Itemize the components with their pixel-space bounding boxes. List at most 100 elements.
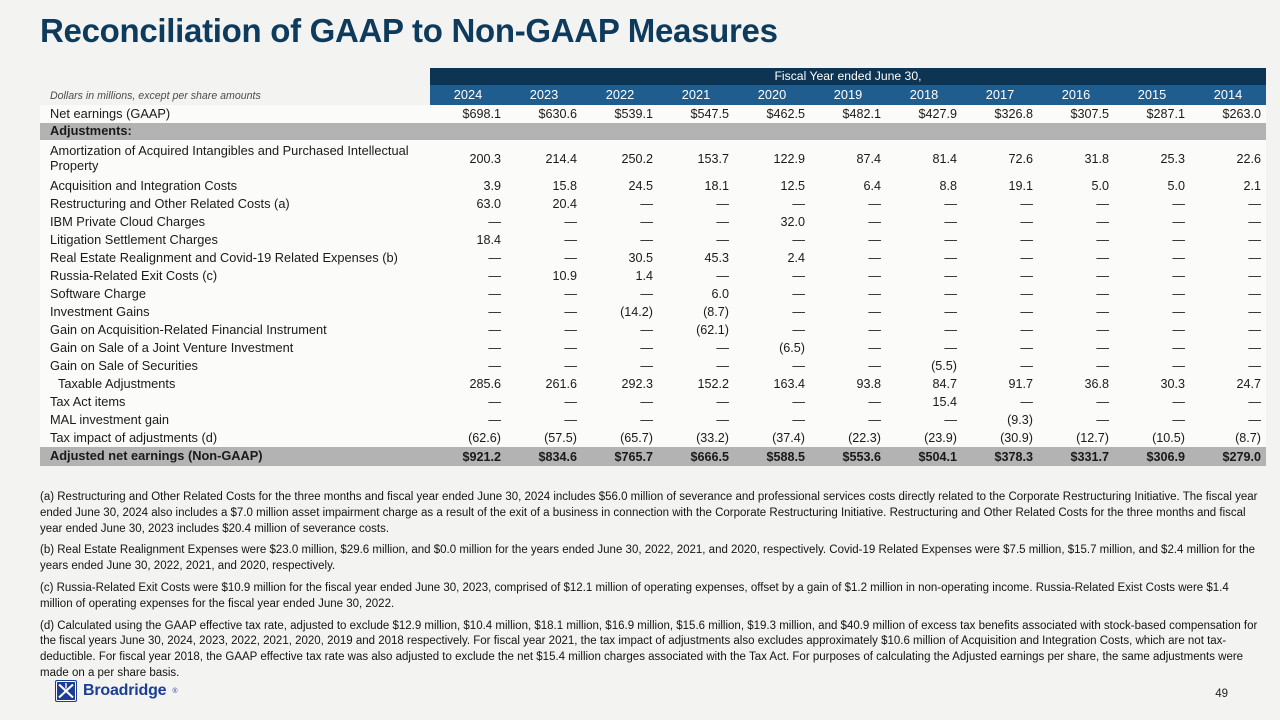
- cell-value: —: [1172, 341, 1185, 355]
- cell-value: —: [868, 287, 881, 301]
- row-label: Acquisition and Integration Costs: [50, 177, 238, 193]
- cell-value: —: [944, 287, 957, 301]
- row-label: Gain on Sale of Securities: [50, 357, 198, 373]
- section-band-row: Adjustments:: [40, 123, 1266, 140]
- cell-value: —: [868, 305, 881, 319]
- page-number: 49: [1215, 688, 1228, 700]
- table-row: Net earnings (GAAP) $698.1 $630.6 $539.1 $54…: [40, 105, 1266, 123]
- year-header-2020: 2020: [734, 85, 810, 105]
- table-row: Taxable Adjustments 285.6 261.6 292.3 152.2 1…: [40, 375, 1266, 393]
- cell-value: $331.7: [1070, 449, 1109, 464]
- cell-value: —: [1020, 287, 1033, 301]
- cell-value: —: [944, 413, 957, 427]
- row-label: Tax impact of adjustments (d): [50, 429, 218, 445]
- cell-value: $378.3: [994, 449, 1033, 464]
- cell-value: —: [1020, 395, 1033, 409]
- cell-value: $834.6: [538, 449, 577, 464]
- row-label: Russia-Related Exit Costs (c): [50, 267, 218, 283]
- cell-value: —: [792, 197, 805, 211]
- table-row: Restructuring and Other Related Costs (a…: [40, 195, 1266, 213]
- cell-value: —: [944, 305, 957, 319]
- cell-value: —: [640, 287, 653, 301]
- footnotes-block: (a) Restructuring and Other Related Cost…: [40, 490, 1264, 688]
- table-row: Tax Act items — — — — — — 15.4 — — — —: [40, 393, 1266, 411]
- cell-value: —: [792, 395, 805, 409]
- cell-value: (23.9): [924, 431, 957, 445]
- cell-value: —: [792, 323, 805, 337]
- cell-value: 6.4: [863, 179, 881, 193]
- cell-value: —: [944, 233, 957, 247]
- cell-value: $427.9: [918, 107, 957, 121]
- cell-value: —: [1096, 395, 1109, 409]
- cell-value: —: [944, 269, 957, 283]
- row-label: Adjusted net earnings (Non-GAAP): [50, 448, 263, 464]
- cell-value: 2.4: [787, 251, 805, 265]
- cell-value: 285.6: [469, 377, 501, 391]
- cell-value: 24.5: [628, 179, 653, 193]
- year-header-2017: 2017: [962, 85, 1038, 105]
- cell-value: —: [944, 251, 957, 265]
- cell-value: —: [1096, 269, 1109, 283]
- cell-value: 91.7: [1008, 377, 1033, 391]
- cell-value: 81.4: [932, 151, 957, 166]
- footnote-a: (a) Restructuring and Other Related Cost…: [40, 491, 1258, 535]
- footnote-b: (b) Real Estate Realignment Expenses wer…: [40, 544, 1256, 573]
- cell-value: —: [1172, 197, 1185, 211]
- cell-value: —: [488, 413, 501, 427]
- cell-value: —: [944, 197, 957, 211]
- cell-value: 31.8: [1084, 151, 1109, 166]
- row-label: Adjustments:: [50, 123, 132, 139]
- table-row: Gain on Acquisition-Related Financial In…: [40, 321, 1266, 339]
- cell-value: —: [1248, 323, 1261, 337]
- cell-value: —: [868, 233, 881, 247]
- cell-value: —: [1248, 395, 1261, 409]
- cell-value: —: [1096, 287, 1109, 301]
- row-label: Gain on Sale of a Joint Venture Investme…: [50, 339, 294, 355]
- cell-value: 18.1: [704, 179, 729, 193]
- cell-value: —: [944, 323, 957, 337]
- cell-value: —: [1172, 215, 1185, 229]
- cell-value: —: [1096, 233, 1109, 247]
- cell-value: —: [640, 215, 653, 229]
- cell-value: —: [564, 215, 577, 229]
- cell-value: —: [716, 197, 729, 211]
- row-label: Gain on Acquisition-Related Financial In…: [50, 321, 327, 337]
- cell-value: —: [1172, 251, 1185, 265]
- cell-value: 45.3: [704, 251, 729, 265]
- cell-value: —: [1020, 359, 1033, 373]
- cell-value: —: [564, 341, 577, 355]
- cell-value: 72.6: [1008, 151, 1033, 166]
- cell-value: —: [1020, 323, 1033, 337]
- cell-value: —: [1248, 413, 1261, 427]
- cell-value: —: [1020, 305, 1033, 319]
- cell-value: (12.7): [1076, 431, 1109, 445]
- cell-value: 122.9: [773, 151, 805, 166]
- cell-value: —: [1172, 269, 1185, 283]
- cell-value: —: [1172, 323, 1185, 337]
- cell-value: 20.4: [552, 197, 577, 211]
- cell-value: —: [1172, 395, 1185, 409]
- cell-value: —: [564, 359, 577, 373]
- cell-value: —: [564, 323, 577, 337]
- cell-value: 15.8: [552, 179, 577, 193]
- cell-value: —: [716, 341, 729, 355]
- cell-value: $553.6: [842, 449, 881, 464]
- cell-value: —: [1020, 197, 1033, 211]
- cell-value: 19.1: [1008, 179, 1033, 193]
- row-label: Amortization of Acquired Intangibles and…: [50, 142, 409, 173]
- cell-value: (5.5): [931, 359, 957, 373]
- cell-value: —: [564, 395, 577, 409]
- cell-value: —: [792, 269, 805, 283]
- cell-value: —: [1096, 359, 1109, 373]
- cell-value: 200.3: [469, 151, 501, 166]
- cell-value: (8.7): [703, 305, 729, 319]
- cell-value: —: [944, 215, 957, 229]
- cell-value: —: [1248, 305, 1261, 319]
- cell-value: —: [1248, 269, 1261, 283]
- cell-value: 8.8: [939, 179, 957, 193]
- table-row: Litigation Settlement Charges 18.4 — — — — — — —…: [40, 231, 1266, 249]
- cell-value: —: [488, 341, 501, 355]
- cell-value: —: [1248, 197, 1261, 211]
- cell-value: 32.0: [780, 215, 805, 229]
- cell-value: —: [564, 287, 577, 301]
